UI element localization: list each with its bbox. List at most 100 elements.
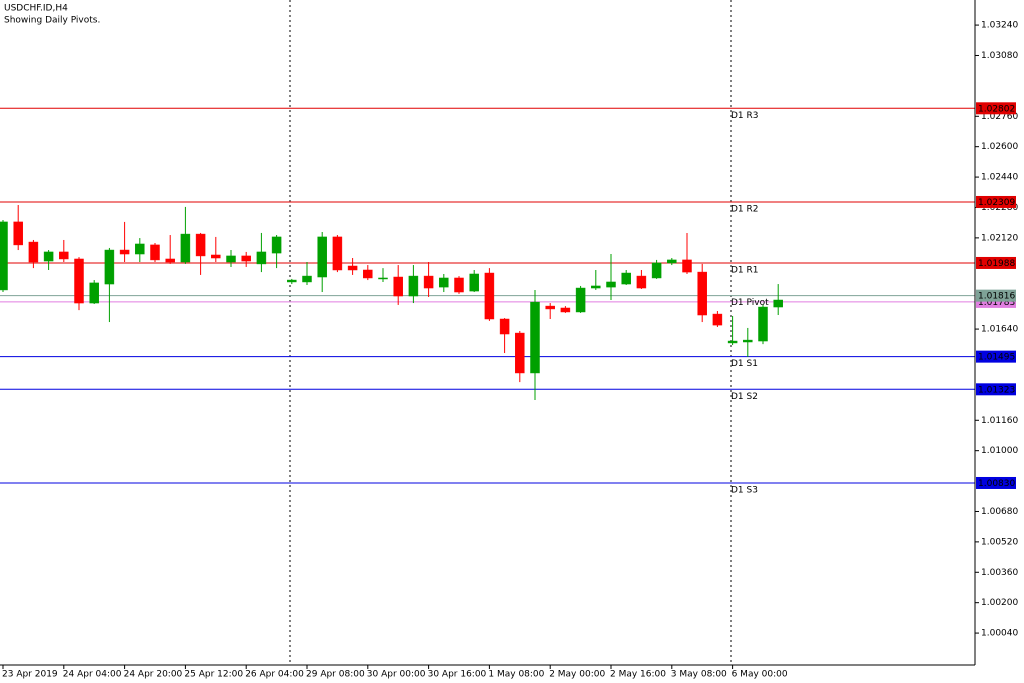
y-tick-label: 1.03240 (981, 21, 1018, 31)
candle-body (621, 272, 631, 285)
candles (0, 205, 783, 400)
candle-body (469, 273, 479, 292)
y-tick-label: 1.02600 (981, 142, 1018, 152)
level-tag-label: 1.01783 (978, 298, 1015, 308)
candle-body (545, 305, 555, 310)
candle-body (317, 236, 327, 278)
level-tag (976, 102, 1016, 115)
x-tick-label: 1 May 08:00 (488, 670, 544, 680)
candle-body (727, 340, 738, 344)
candle-body (439, 277, 449, 288)
level-tags: 1.01783 1.02802 1.02309 1.01988 1.01816 1.014… (976, 102, 1016, 489)
y-tick-label: 1.00520 (981, 537, 1018, 547)
candle-body (256, 251, 267, 265)
level-tag (976, 383, 1016, 396)
level-tag-label: 1.01988 (978, 259, 1015, 269)
candle-body (499, 318, 510, 335)
x-tick-label: 3 May 08:00 (671, 670, 727, 680)
level-tag-label: 1.01323 (978, 385, 1015, 395)
y-tick-label: 1.02760 (981, 112, 1018, 122)
pivot-level-name: D1 S1 (731, 359, 758, 369)
candle-body (697, 271, 707, 316)
candle-body (211, 254, 221, 259)
y-tick-label: 1.03080 (981, 51, 1018, 61)
candle-body (135, 243, 145, 255)
x-tick-label: 23 Apr 2019 (2, 670, 58, 680)
candle-body (347, 265, 358, 271)
candle-body (332, 236, 343, 271)
candle-body (758, 306, 768, 342)
candle-body (0, 221, 8, 291)
candle-body (119, 249, 130, 255)
candle-body (226, 255, 236, 263)
candle-body (484, 272, 495, 320)
y-tick-label: 1.02120 (981, 233, 1018, 243)
x-tick-label: 2 May 16:00 (610, 670, 666, 680)
candle-body (13, 221, 23, 246)
pivot-level-name: D1 R2 (731, 204, 759, 214)
candle-body (287, 279, 297, 283)
candle-body (591, 285, 601, 289)
level-tag-label: 1.02802 (978, 104, 1015, 114)
pivot-level-name: D1 Pivot (731, 298, 769, 308)
candle-body (165, 258, 175, 263)
candle-body (682, 259, 692, 273)
level-tag-label: 1.02309 (978, 198, 1015, 208)
y-tick-label: 1.00360 (981, 568, 1018, 578)
candle-body (43, 251, 54, 262)
candle-body (393, 276, 403, 297)
pivot-level-name: D1 S2 (731, 392, 758, 402)
x-tick-label: 25 Apr 12:00 (184, 670, 243, 680)
level-tag (976, 350, 1016, 363)
x-tick-label: 24 Apr 20:00 (124, 670, 183, 680)
x-tick-label: 2 May 00:00 (549, 670, 605, 680)
y-tick-label: 1.01000 (981, 446, 1018, 456)
level-tag-label: 1.01816 (978, 292, 1015, 302)
level-tag (976, 476, 1016, 489)
candle-body (59, 251, 69, 260)
candle-body (636, 275, 647, 289)
chart-subtitle: Showing Daily Pivots. (4, 16, 100, 26)
candle-body (743, 339, 753, 343)
candle-body (180, 233, 191, 263)
candle-body (560, 307, 571, 313)
candle-body (667, 259, 677, 264)
x-tick-label: 24 Apr 04:00 (63, 670, 122, 680)
candle-body (378, 277, 388, 280)
candle-body (530, 301, 540, 374)
candle-body (773, 299, 783, 308)
candle-body (195, 233, 206, 257)
y-tick-label: 1.01160 (981, 416, 1018, 426)
candle-body (454, 277, 464, 293)
y-tick-label: 1.02440 (981, 173, 1018, 183)
candle-body (712, 313, 723, 326)
pivot-level-name: D1 S3 (731, 485, 758, 495)
candle-body (271, 236, 282, 254)
candle-body (651, 262, 662, 279)
candle-body (28, 241, 39, 263)
x-tick-label: 30 Apr 00:00 (367, 670, 426, 680)
candle-body (606, 281, 616, 288)
y-tick-label: 1.00040 (981, 629, 1018, 639)
candle-body (241, 255, 251, 262)
candle-body (515, 332, 525, 374)
candle-body (302, 275, 312, 283)
pivot-level-name: D1 R1 (731, 265, 759, 275)
x-tick-label: 6 May 00:00 (732, 670, 788, 680)
candle-body (363, 269, 373, 279)
level-tag (976, 256, 1016, 269)
pivot-level-name: D1 R3 (731, 111, 759, 121)
candle-body (74, 258, 84, 304)
level-tag-label: 1.00830 (978, 479, 1015, 489)
candle-body (575, 287, 586, 313)
candle-body (150, 244, 160, 261)
candle-body (104, 249, 115, 285)
x-tick-label: 29 Apr 08:00 (306, 670, 365, 680)
y-tick-label: 1.01640 (981, 325, 1018, 335)
level-tag (976, 289, 1016, 302)
level-tag-label: 1.01495 (978, 353, 1015, 363)
axis-labels: 1.03240 1.03080 1.02760 1.02600 1.02440 1.022… (2, 21, 1018, 680)
y-tick-label: 1.02280 (981, 203, 1018, 213)
